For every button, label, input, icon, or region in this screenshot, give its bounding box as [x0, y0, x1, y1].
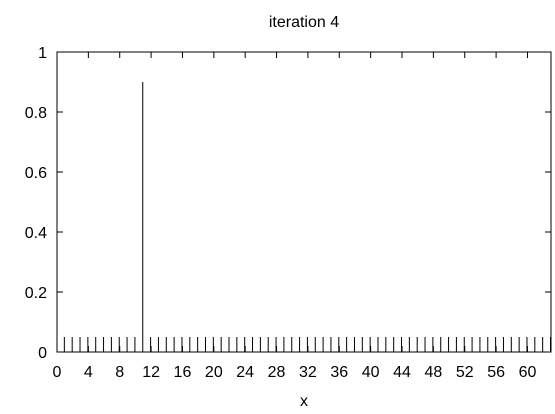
- x-tick-label: 56: [487, 364, 505, 381]
- y-axis-ticks: 0 0.2 0.4 0.6 0.8 1: [25, 45, 551, 362]
- y-tick-label: 0.2: [25, 285, 47, 302]
- x-axis-ticks: 0 4 8 12 16 20 24 28 32 36 40 44 48 52 56 60: [53, 52, 537, 381]
- x-tick-label: 52: [456, 364, 474, 381]
- x-tick-label: 60: [519, 364, 537, 381]
- y-tick-label: 1: [38, 45, 47, 62]
- x-tick-label: 36: [330, 364, 348, 381]
- x-tick-label: 20: [205, 364, 223, 381]
- data-stems: [63, 82, 551, 352]
- y-tick-label: 0.4: [25, 225, 47, 242]
- x-tick-label: 48: [424, 364, 442, 381]
- y-tick-label: 0.6: [25, 165, 47, 182]
- x-tick-label: 24: [236, 364, 254, 381]
- x-tick-label: 4: [84, 364, 93, 381]
- x-axis-label: x: [300, 393, 308, 410]
- plot-frame: [56, 51, 552, 353]
- y-tick-label: 0: [38, 345, 47, 362]
- y-tick-label: 0.8: [25, 105, 47, 122]
- x-tick-label: 8: [115, 364, 124, 381]
- x-tick-label: 12: [142, 364, 160, 381]
- plot-border: [56, 51, 552, 353]
- x-tick-label: 16: [174, 364, 192, 381]
- x-tick-label: 32: [299, 364, 317, 381]
- x-tick-label: 44: [393, 364, 411, 381]
- x-tick-label: 28: [268, 364, 286, 381]
- x-tick-label: 40: [362, 364, 380, 381]
- x-tick-label: 0: [53, 364, 62, 381]
- chart-title: iteration 4: [269, 14, 339, 31]
